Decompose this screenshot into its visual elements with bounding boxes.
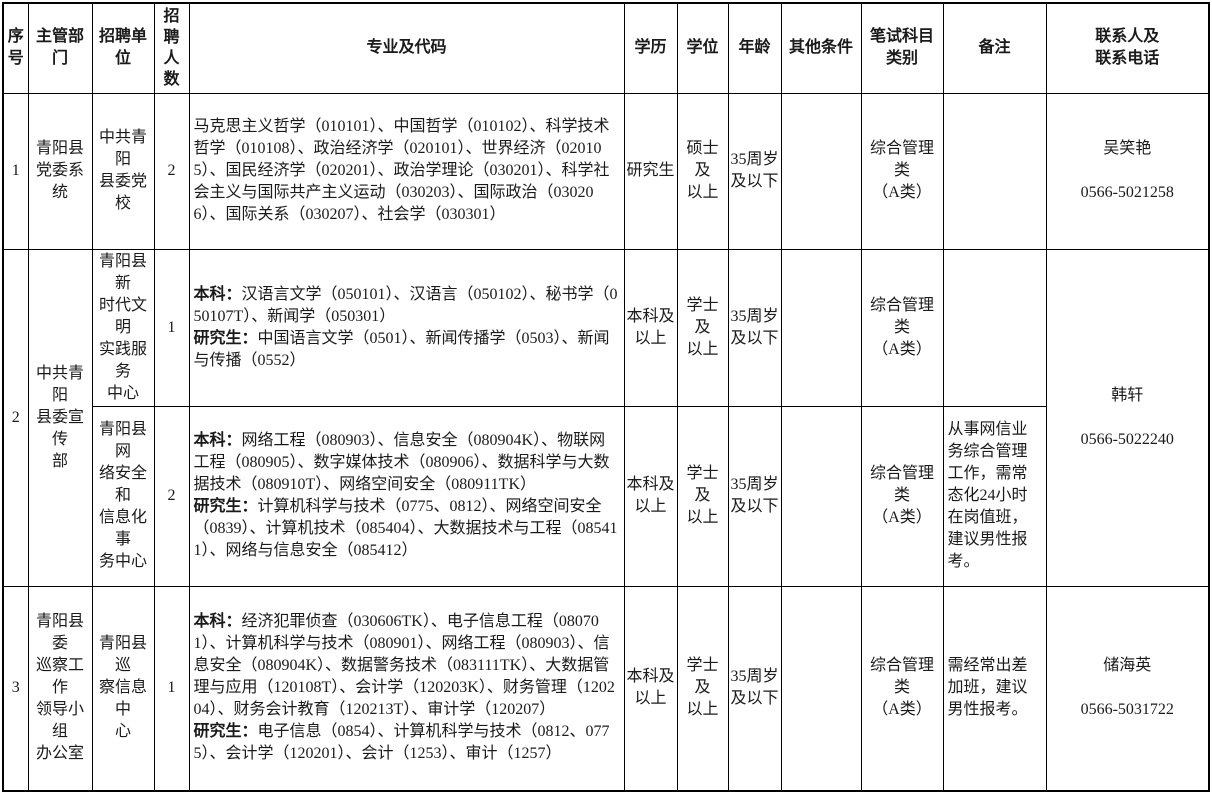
cell-remark xyxy=(942,248,1047,407)
table-row-1: 1 青阳县 党委系统 中共青阳 县委党校 2 马克思主义哲学（010101）、中… xyxy=(2,92,1210,250)
table-row-2a: 2 中共青阳 县委宣传 部 青阳县新 时代文明 实践服务 中心 1 本科：汉语言… xyxy=(2,248,1210,587)
majors-text: 中国语言文学（0501）、新闻传播学（0503）、新闻与传播（0552） xyxy=(193,329,610,369)
majors-postgraduate: 研究生：电子信息（0854）、计算机科学与技术（0812、0775）、会计学（1… xyxy=(194,721,620,765)
cell-seq: 2 xyxy=(2,248,29,587)
col-header-education: 学历 xyxy=(623,2,678,94)
majors-postgraduate-label: 研究生： xyxy=(193,498,258,515)
cell-other-conditions xyxy=(780,92,862,250)
majors-postgraduate: 研究生：中国语言文学（0501）、新闻传播学（0503）、新闻与传播（0552） xyxy=(194,328,620,372)
contact-name: 韩轩 xyxy=(1111,386,1144,404)
col-header-count: 招 聘 人 数 xyxy=(153,2,190,94)
col-header-exam-category: 笔试科目 类别 xyxy=(860,2,944,94)
majors-undergraduate-label: 本科： xyxy=(193,285,242,303)
majors-text: 经济犯罪侦查（030606TK）、电子信息工程（080701）、计算机科学与技术… xyxy=(193,613,615,719)
majors-undergraduate: 本科：汉语言文学（050101）、汉语言（050102）、秘书学（050107T… xyxy=(194,284,620,328)
col-header-degree: 学位 xyxy=(676,2,729,94)
cell-count: 1 xyxy=(153,585,190,792)
header-row: 序 号 主管部 门 招聘单 位 招 聘 人 数 专业及代码 学历 学位 年龄 其… xyxy=(2,2,1210,94)
majors-text: 网络工程（080903）、信息安全（080904K）、物联网工程（080905）… xyxy=(193,432,610,493)
col-header-unit: 招聘单 位 xyxy=(91,2,155,94)
cell-unit: 青阳县网 络安全和 信息化事 务中心 xyxy=(91,405,155,587)
cell-degree: 硕士及 以上 xyxy=(676,92,729,250)
col-header-majors: 专业及代码 xyxy=(188,2,625,94)
cell-contact: 吴笑艳 0566-5021258 xyxy=(1045,92,1210,250)
cell-education: 本科及 以上 xyxy=(623,585,678,792)
contact-phone: 0566-5031722 xyxy=(1080,701,1174,719)
cell-unit: 中共青阳 县委党校 xyxy=(91,92,155,250)
majors-undergraduate: 本科：网络工程（080903）、信息安全（080904K）、物联网工程（0809… xyxy=(194,430,620,496)
cell-remark: 需经常出差加班，建议男性报考。 xyxy=(942,585,1047,792)
col-header-seq: 序 号 xyxy=(2,2,29,94)
col-header-remark: 备注 xyxy=(942,2,1047,94)
cell-degree: 学士及 以上 xyxy=(676,405,729,587)
table-row-3: 3 青阳县委 巡察工作 领导小组 办公室 青阳县巡 察信息中 心 1 本科：经济… xyxy=(2,585,1210,792)
majors-undergraduate: 本科：经济犯罪侦查（030606TK）、电子信息工程（080701）、计算机科学… xyxy=(194,611,620,721)
cell-education: 本科及 以上 xyxy=(623,405,678,587)
contact-name: 储海英 xyxy=(1103,657,1152,675)
col-header-other: 其他条件 xyxy=(780,2,862,94)
cell-remark: 从事网信业务综合管理工作，需常态化24小时在岗值班，建议男性报考。 xyxy=(942,405,1047,587)
table-row-2b: 青阳县网 络安全和 信息化事 务中心 2 本科：网络工程（080903）、信息安… xyxy=(3,405,1209,587)
majors-undergraduate-label: 本科： xyxy=(193,613,242,631)
cell-age: 35周岁 及以下 xyxy=(727,248,782,407)
cell-age: 35周岁 及以下 xyxy=(727,405,782,587)
cell-exam-category: 综合管理类 （A类） xyxy=(860,248,944,407)
majors-text: 汉语言文学（050101）、汉语言（050102）、秘书学（050107T）、新… xyxy=(193,285,618,325)
cell-contact: 储海英 0566-5031722 xyxy=(1045,585,1210,792)
cell-dept: 青阳县 党委系统 xyxy=(27,92,93,250)
cell-other-conditions xyxy=(780,248,862,407)
cell-majors: 本科：经济犯罪侦查（030606TK）、电子信息工程（080701）、计算机科学… xyxy=(188,585,625,792)
cell-majors: 本科：汉语言文学（050101）、汉语言（050102）、秘书学（050107T… xyxy=(188,248,625,407)
cell-seq: 1 xyxy=(2,92,29,250)
majors-postgraduate-label: 研究生： xyxy=(193,329,258,347)
majors-postgraduate: 研究生：计算机科学与技术（0775、0812）、网络空间安全（0839）、计算机… xyxy=(194,496,620,562)
contact-phone: 0566-5021258 xyxy=(1080,184,1174,201)
cell-unit: 青阳县巡 察信息中 心 xyxy=(91,585,155,792)
majors-text: 马克思主义哲学（010101）、中国哲学（010102）、科学技术哲学（0101… xyxy=(193,118,610,223)
cell-count: 1 xyxy=(153,248,190,407)
cell-unit: 青阳县新 时代文明 实践服务 中心 xyxy=(91,248,155,407)
cell-education: 本科及 以上 xyxy=(623,248,678,407)
cell-other-conditions xyxy=(780,585,862,792)
cell-count: 2 xyxy=(153,92,190,250)
majors-undergraduate-label: 本科： xyxy=(193,432,242,449)
majors-postgraduate-label: 研究生： xyxy=(193,723,258,741)
col-header-age: 年龄 xyxy=(727,2,782,94)
cell-degree: 学士及 以上 xyxy=(676,248,729,407)
cell-remark xyxy=(942,92,1047,250)
cell-majors: 本科：网络工程（080903）、信息安全（080904K）、物联网工程（0809… xyxy=(188,405,625,587)
majors-text: 计算机科学与技术（0775、0812）、网络空间安全（0839）、计算机技术（0… xyxy=(193,498,618,559)
cell-exam-category: 综合管理类 （A类） xyxy=(860,92,944,250)
col-header-dept: 主管部 门 xyxy=(27,2,93,94)
cell-age: 35周岁 及以下 xyxy=(727,585,782,792)
cell-count: 2 xyxy=(153,405,190,587)
contact-phone: 0566-5022240 xyxy=(1080,430,1174,448)
cell-age: 35周岁 及以下 xyxy=(727,92,782,250)
cell-degree: 学士及 以上 xyxy=(676,585,729,792)
cell-education: 研究生 xyxy=(623,92,678,250)
cell-dept: 青阳县委 巡察工作 领导小组 办公室 xyxy=(27,585,93,792)
cell-exam-category: 综合管理类 （A类） xyxy=(860,405,944,587)
cell-contact: 韩轩 0566-5022240 xyxy=(1045,248,1210,587)
contact-name: 吴笑艳 xyxy=(1103,140,1152,157)
cell-majors: 马克思主义哲学（010101）、中国哲学（010102）、科学技术哲学（0101… xyxy=(188,92,625,250)
cell-dept: 中共青阳 县委宣传 部 xyxy=(27,248,93,587)
cell-other-conditions xyxy=(780,405,862,587)
cell-exam-category: 综合管理类 （A类） xyxy=(860,585,944,792)
col-header-contact: 联系人及 联系电话 xyxy=(1045,2,1210,94)
cell-seq: 3 xyxy=(2,585,29,792)
